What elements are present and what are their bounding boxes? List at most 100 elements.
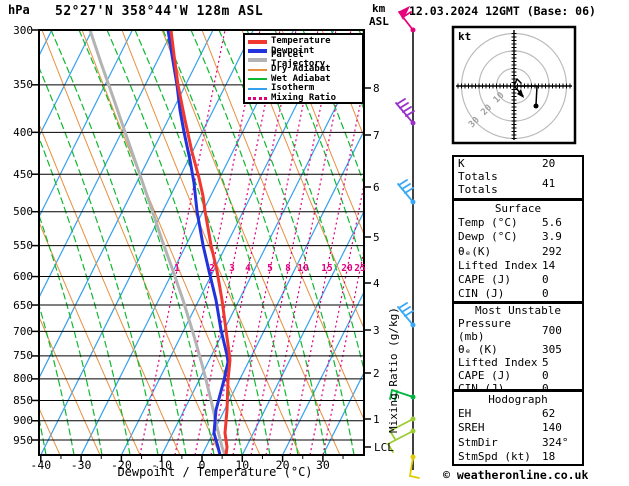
wind-barb — [409, 454, 420, 479]
pressure-tick-label: 350 — [13, 78, 33, 92]
wind-barb — [395, 98, 416, 126]
mixing-ratio-label: 8 — [285, 263, 291, 274]
pressure-tick-label: 300 — [13, 23, 33, 37]
pressure-tick-label: 450 — [13, 167, 33, 181]
temperature-tick-label: 0 — [198, 458, 206, 472]
mixing-ratio-label: 20 — [341, 263, 353, 274]
table-row: Dewp (°C) 3.9 — [454, 230, 582, 243]
wind-barb — [397, 302, 416, 328]
legend-swatch-isotherm — [248, 87, 267, 90]
table-row-label: Dewp (°C) — [458, 230, 518, 244]
 — [401, 183, 411, 190]
temperature-tick-label: 30 — [315, 458, 330, 472]
table-row: EH 62 — [454, 407, 582, 420]
 — [402, 106, 412, 113]
temperature-axis-ticks — [40, 455, 344, 462]
datetime-label: 12.03.2024 12GMT (Base: 06) — [409, 4, 596, 18]
hodograph-trace-end-dot — [533, 103, 539, 109]
 — [396, 98, 406, 105]
pressure-tick-label: 900 — [13, 414, 33, 428]
dewpoint-curve — [166, 31, 230, 454]
table-row-label: CIN (J) — [458, 286, 505, 300]
table-row: Lifted Index 5 — [454, 356, 582, 369]
mixing-ratio-label: 4 — [245, 263, 251, 274]
table-row-label: Lifted Index — [458, 258, 538, 272]
table-row-value: 0 — [542, 286, 549, 300]
table-row-value: 20 — [542, 157, 556, 170]
wind-barb — [397, 179, 416, 205]
 — [409, 456, 414, 477]
legend-swatch-wet-adiabat — [248, 78, 267, 81]
temperature-curve — [169, 31, 232, 454]
 — [389, 418, 414, 432]
dry-adiabat-lines — [40, 31, 363, 454]
table-row-value: 305 — [542, 343, 562, 356]
table-row: SREH 140 — [454, 421, 582, 434]
legend-label: Mixing Ratio — [271, 92, 337, 103]
legend-label: Parcel Trajectory — [271, 50, 326, 70]
table-row: StmDir 324° — [454, 436, 582, 449]
pressure-tick-label: 950 — [13, 433, 33, 447]
table-row-label: K — [458, 157, 465, 170]
table-row-value: 0 — [542, 272, 549, 286]
pressure-tick-label: 400 — [13, 125, 33, 139]
legend-swatch-mixing-ratio — [248, 96, 267, 100]
legend-item: Dewpoint — [248, 46, 362, 55]
mixing-ratio-label: 1 — [174, 263, 180, 274]
table-row-value: 324° — [542, 435, 569, 449]
 — [399, 102, 409, 109]
legend-swatch-parcel-trajectory — [248, 58, 267, 63]
wind-barb-station-dot — [410, 416, 416, 422]
table-row-value: 292 — [542, 244, 562, 258]
table-row-value: 0 — [542, 369, 549, 382]
legend-label: Temperature — [271, 36, 331, 47]
pressure-tick-label: 750 — [13, 349, 33, 363]
table-row: Lifted Index 14 — [454, 259, 582, 272]
 — [391, 389, 414, 398]
 — [389, 389, 393, 400]
table-row: θₑ(K) 292 — [454, 245, 582, 258]
table-header: Most Unstable — [474, 304, 562, 317]
table-row-label: StmDir — [458, 435, 498, 449]
table-hodograph: Hodograph EH 62 SREH 140 StmDir 324° StmSpd (kt… — [452, 390, 584, 466]
mixing-ratio-label: 10 — [297, 263, 309, 274]
parcel-trajectory-curve — [88, 31, 227, 454]
height-axis-unit-km: km — [372, 2, 386, 15]
table-row-label: CAPE (J) — [458, 369, 511, 382]
wet-adiabat-lines — [40, 31, 363, 454]
wind-barb-station-dot — [410, 27, 416, 33]
hodograph-trace-hook — [513, 78, 522, 87]
height-tick-label: 4 — [373, 276, 380, 290]
page-title: 52°27'N 358°44'W 128m ASL — [55, 4, 264, 19]
pressure-tick-label: 500 — [13, 205, 33, 219]
 — [398, 302, 408, 309]
table-row-label: Lifted Index — [458, 356, 538, 369]
temperature-tick-label: -10 — [151, 458, 173, 472]
lcl-label: LCL — [374, 441, 394, 454]
hodograph-unit-label: kt — [458, 30, 472, 43]
legend-label: Wet Adiabat — [271, 73, 331, 84]
 — [387, 443, 394, 453]
table-row: CIN (J) 0 — [454, 287, 582, 300]
pressure-tick-label: 650 — [13, 298, 33, 312]
 — [401, 306, 411, 313]
legend-swatch-dry-adiabat — [248, 68, 267, 71]
table-row-value: 3.9 — [542, 230, 562, 244]
wind-barb-station-dot — [410, 454, 416, 460]
table-header: Surface — [494, 202, 542, 216]
height-tick-label: 5 — [373, 230, 380, 244]
table-row-label: θₑ(K) — [458, 244, 492, 258]
mixing-ratio-label: 2 — [209, 263, 215, 274]
height-axis-unit-asl: ASL — [369, 15, 389, 28]
pressure-tick-label: 800 — [13, 372, 33, 386]
pressure-tick-label: 850 — [13, 393, 33, 407]
table-row-label: StmSpd (kt) — [458, 449, 531, 463]
 — [387, 430, 414, 445]
table-row-value: 140 — [542, 421, 562, 435]
temperature-tick-label: -20 — [111, 458, 132, 472]
temperature-tick-label: -40 — [30, 458, 52, 472]
legend-swatch-dewpoint — [248, 49, 267, 54]
table-row-label: CAPE (J) — [458, 272, 511, 286]
